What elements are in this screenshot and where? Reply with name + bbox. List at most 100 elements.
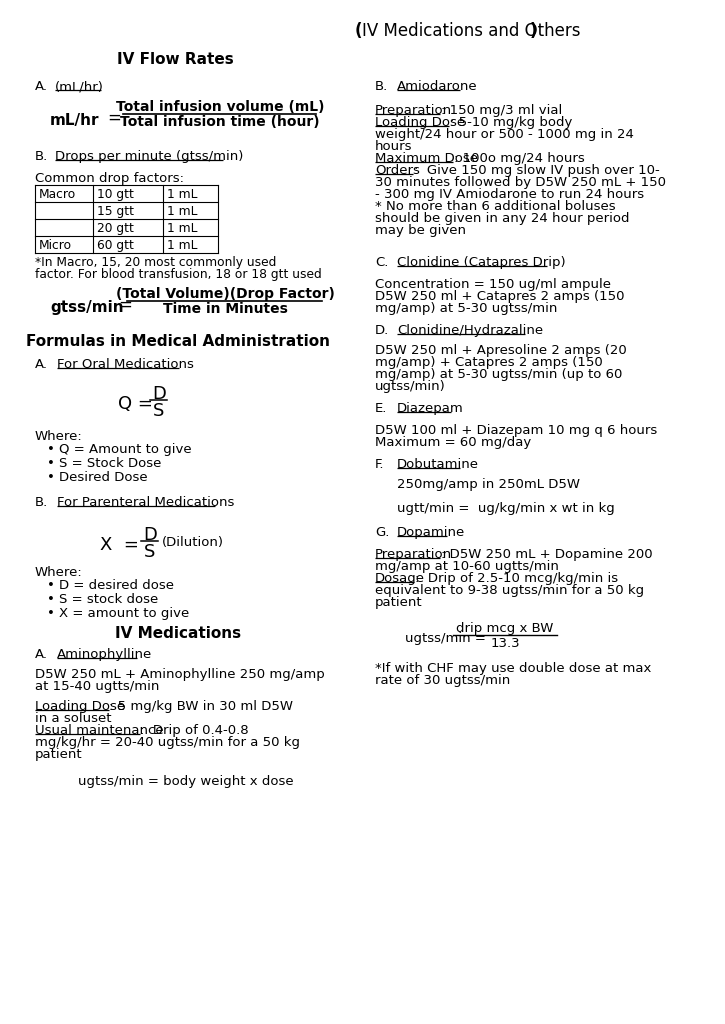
Text: Dosage: Dosage: [375, 572, 425, 585]
Text: ): ): [530, 22, 537, 40]
Text: Concentration = 150 ug/ml ampule: Concentration = 150 ug/ml ampule: [375, 278, 611, 291]
Text: equivalent to 9-38 ugtss/min for a 50 kg: equivalent to 9-38 ugtss/min for a 50 kg: [375, 584, 644, 597]
Text: rate of 30 ugtss/min: rate of 30 ugtss/min: [375, 674, 510, 687]
Text: X  =: X =: [100, 536, 139, 554]
Text: Dobutamine: Dobutamine: [397, 458, 479, 471]
Text: B.: B.: [375, 80, 389, 93]
Text: Maximum = 60 mg/day: Maximum = 60 mg/day: [375, 436, 531, 449]
Text: •: •: [47, 471, 55, 484]
Text: hours: hours: [375, 140, 413, 153]
Text: :  Drip of 2.5-10 mcg/kg/min is: : Drip of 2.5-10 mcg/kg/min is: [415, 572, 618, 585]
Text: •: •: [47, 457, 55, 470]
Text: *If with CHF may use double dose at max: *If with CHF may use double dose at max: [375, 662, 651, 675]
Text: at 15-40 ugtts/min: at 15-40 ugtts/min: [35, 680, 160, 693]
Text: 1 mL: 1 mL: [167, 188, 197, 201]
Text: IV Flow Rates: IV Flow Rates: [117, 52, 233, 67]
Text: •: •: [47, 593, 55, 606]
Text: •: •: [47, 579, 55, 592]
Text: B.: B.: [35, 150, 49, 163]
Text: Where:: Where:: [35, 430, 83, 443]
Text: mg/kg/hr = 20-40 ugtss/min for a 50 kg: mg/kg/hr = 20-40 ugtss/min for a 50 kg: [35, 736, 300, 749]
Text: drip mcg x BW: drip mcg x BW: [456, 622, 554, 635]
Text: 1 mL: 1 mL: [167, 205, 197, 218]
Text: Loading Dose: Loading Dose: [35, 700, 125, 713]
Text: patient: patient: [375, 596, 423, 609]
Text: Clonidine (Catapres Drip): Clonidine (Catapres Drip): [397, 256, 566, 269]
Text: : 5-10 mg/kg body: : 5-10 mg/kg body: [450, 116, 572, 129]
Text: : 150 mg/3 ml vial: : 150 mg/3 ml vial: [441, 104, 563, 117]
Text: Total infusion time (hour): Total infusion time (hour): [120, 115, 320, 129]
Text: Amiodarone: Amiodarone: [397, 80, 478, 93]
Text: Total infusion volume (mL): Total infusion volume (mL): [116, 100, 324, 114]
Text: 1 mL: 1 mL: [167, 222, 197, 234]
Text: D: D: [143, 526, 157, 544]
Text: *In Macro, 15, 20 most commonly used: *In Macro, 15, 20 most commonly used: [35, 256, 276, 269]
Text: For Oral Medications: For Oral Medications: [57, 358, 194, 371]
Text: D5W 250 ml + Apresoline 2 amps (20: D5W 250 ml + Apresoline 2 amps (20: [375, 344, 626, 357]
Text: Dopamine: Dopamine: [397, 526, 465, 539]
Text: Common drop factors:: Common drop factors:: [35, 172, 184, 185]
Text: D = desired dose: D = desired dose: [59, 579, 174, 592]
Text: ugtss/min): ugtss/min): [375, 380, 446, 393]
Text: * No more than 6 additional boluses: * No more than 6 additional boluses: [375, 200, 616, 213]
Text: :  Give 150 mg slow IV push over 10-: : Give 150 mg slow IV push over 10-: [414, 164, 660, 177]
Text: •: •: [47, 607, 55, 620]
Text: ugtss/min = body weight x dose: ugtss/min = body weight x dose: [78, 775, 294, 788]
Text: weight/24 hour or 500 - 1000 mg in 24: weight/24 hour or 500 - 1000 mg in 24: [375, 128, 634, 141]
Text: gtss/min: gtss/min: [50, 300, 124, 315]
Text: A.: A.: [35, 80, 48, 93]
Text: A.: A.: [35, 648, 48, 662]
Text: F.: F.: [375, 458, 384, 471]
Text: D5W 250 mL + Aminophylline 250 mg/amp: D5W 250 mL + Aminophylline 250 mg/amp: [35, 668, 325, 681]
Text: 10 gtt: 10 gtt: [97, 188, 134, 201]
Text: IV Medications: IV Medications: [115, 626, 241, 641]
Text: D5W 100 ml + Diazepam 10 mg q 6 hours: D5W 100 ml + Diazepam 10 mg q 6 hours: [375, 424, 658, 437]
Text: - 300 mg IV Amiodarone to run 24 hours: - 300 mg IV Amiodarone to run 24 hours: [375, 188, 644, 201]
Text: Q = Amount to give: Q = Amount to give: [59, 443, 191, 456]
Text: 30 minutes followed by D5W 250 mL + 150: 30 minutes followed by D5W 250 mL + 150: [375, 176, 666, 189]
Text: D.: D.: [375, 324, 389, 337]
Text: Micro: Micro: [39, 239, 72, 252]
Text: 15 gtt: 15 gtt: [97, 205, 134, 218]
Text: Orders: Orders: [375, 164, 420, 177]
Text: Preparation: Preparation: [375, 104, 452, 117]
Text: Macro: Macro: [39, 188, 76, 201]
Text: 1 mL: 1 mL: [167, 239, 197, 252]
Text: Preparation: Preparation: [375, 548, 452, 561]
Text: 13.3: 13.3: [490, 637, 520, 650]
Text: Loading Dose: Loading Dose: [375, 116, 465, 129]
Text: D5W 250 ml + Catapres 2 amps (150: D5W 250 ml + Catapres 2 amps (150: [375, 290, 624, 303]
Text: S = Stock Dose: S = Stock Dose: [59, 457, 162, 470]
Text: 250mg/amp in 250mL D5W: 250mg/amp in 250mL D5W: [397, 478, 580, 490]
Text: =: =: [118, 296, 132, 314]
Text: Formulas in Medical Administration: Formulas in Medical Administration: [26, 334, 330, 349]
Text: =: =: [107, 109, 121, 127]
Text: S: S: [153, 402, 165, 420]
Text: (mL/hr): (mL/hr): [55, 80, 104, 93]
Text: B.: B.: [35, 496, 49, 509]
Text: C.: C.: [375, 256, 389, 269]
Text: Where:: Where:: [35, 566, 83, 579]
Text: : 5 mg/kg BW in 30 ml D5W: : 5 mg/kg BW in 30 ml D5W: [109, 700, 293, 713]
Text: •: •: [47, 443, 55, 456]
Text: Diazepam: Diazepam: [397, 402, 464, 415]
Text: factor. For blood transfusion, 18 or 18 gtt used: factor. For blood transfusion, 18 or 18 …: [35, 268, 322, 281]
Text: IV Medications and Others: IV Medications and Others: [362, 22, 581, 40]
Text: in a soluset: in a soluset: [35, 712, 112, 725]
Text: mg/amp) + Catapres 2 amps (150: mg/amp) + Catapres 2 amps (150: [375, 356, 602, 369]
Text: S = stock dose: S = stock dose: [59, 593, 158, 606]
Text: should be given in any 24 hour period: should be given in any 24 hour period: [375, 212, 629, 225]
Text: Drops per minute (gtss/min): Drops per minute (gtss/min): [55, 150, 244, 163]
Text: (: (: [355, 22, 362, 40]
Text: (Dilution): (Dilution): [162, 536, 224, 549]
Text: mg/amp) at 5-30 ugtss/min: mg/amp) at 5-30 ugtss/min: [375, 302, 558, 315]
Text: G.: G.: [375, 526, 389, 539]
Text: 60 gtt: 60 gtt: [97, 239, 134, 252]
Text: For Parenteral Medications: For Parenteral Medications: [57, 496, 234, 509]
Text: : 100o mg/24 hours: : 100o mg/24 hours: [454, 152, 585, 165]
Text: mL/hr: mL/hr: [50, 113, 99, 128]
Text: Clonidine/Hydrazaline: Clonidine/Hydrazaline: [397, 324, 543, 337]
Text: 20 gtt: 20 gtt: [97, 222, 134, 234]
Text: ugtt/min =  ug/kg/min x wt in kg: ugtt/min = ug/kg/min x wt in kg: [397, 502, 615, 515]
Text: Time in Minutes: Time in Minutes: [162, 302, 287, 316]
